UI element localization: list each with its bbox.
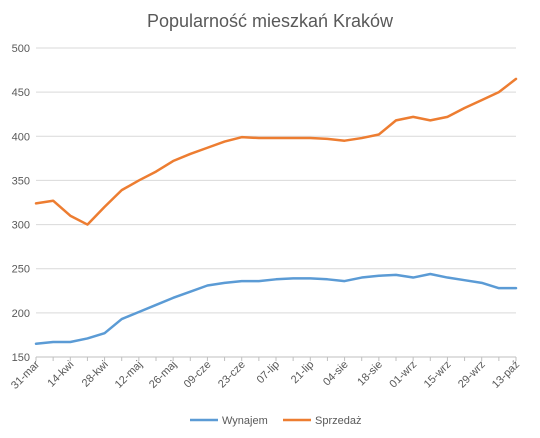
x-tick-label: 29-wrz xyxy=(456,359,488,391)
x-tick-label: 23-cze xyxy=(216,359,248,391)
y-tick-label: 400 xyxy=(12,131,30,143)
y-tick-label: 200 xyxy=(12,308,30,320)
x-tick-label: 18-sie xyxy=(355,359,385,389)
series-line-1 xyxy=(34,272,518,346)
chart-title: Popularność mieszkań Kraków xyxy=(147,11,394,31)
y-tick-label: 300 xyxy=(12,220,30,232)
series-lines xyxy=(34,77,518,346)
x-tick-label: 21-lip xyxy=(289,359,317,387)
legend: Wynajem Sprzedaż xyxy=(190,415,361,427)
y-tick-label: 150 xyxy=(12,352,30,364)
legend-label: Wynajem xyxy=(222,415,268,427)
y-tick-label: 350 xyxy=(12,175,30,187)
x-tick-label: 09-cze xyxy=(182,359,214,391)
x-tick-label: 14-kwi xyxy=(45,359,76,390)
series-line-2 xyxy=(34,77,518,226)
x-tick-label: 13-paź xyxy=(490,359,522,391)
gridlines xyxy=(36,47,516,314)
legend-label: Sprzedaż xyxy=(315,415,361,427)
y-tick-label: 450 xyxy=(12,87,30,99)
x-tick-label: 01-wrz xyxy=(387,359,419,391)
x-tick-label: 26-maj xyxy=(147,359,179,391)
y-tick-label: 500 xyxy=(12,43,30,55)
x-tick-label: 15-wrz xyxy=(422,359,454,391)
x-tick-label: 04-sie xyxy=(321,359,351,389)
x-tick-label: 07-lip xyxy=(255,359,283,387)
x-tick-label: 28-kwi xyxy=(80,359,111,390)
y-tick-label: 250 xyxy=(12,264,30,276)
x-tick-label: 12-maj xyxy=(113,359,145,391)
